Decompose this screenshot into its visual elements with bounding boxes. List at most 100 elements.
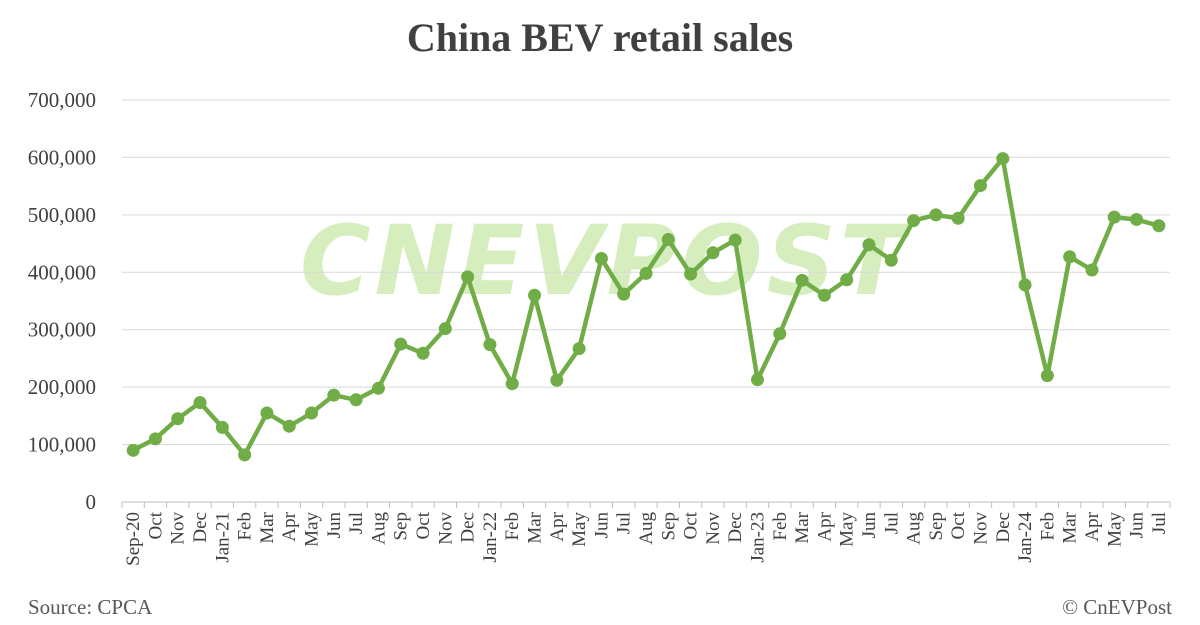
y-tick-label: 0 [86,490,97,514]
x-tick-label: Jun [859,512,880,539]
x-tick-label: Feb [1037,512,1058,541]
data-point [973,179,987,193]
chart-title: China BEV retail sales [406,15,794,60]
x-tick-label: Sep [658,512,679,541]
x-tick-label: Dec [458,512,479,543]
data-point [394,337,408,351]
data-point [1152,219,1166,233]
x-tick-label: Aug [368,512,389,545]
data-point [617,287,631,301]
x-tick-label: Oct [145,511,166,539]
data-point [884,253,898,267]
x-tick-label: Mar [1060,511,1081,543]
data-point [438,322,452,336]
x-tick-label: Aug [636,512,657,545]
data-point [349,393,363,407]
x-tick-label: Apr [279,511,300,541]
data-point [728,233,742,247]
x-tick-label: Mar [792,511,813,543]
data-point [483,338,497,352]
data-point [817,288,831,302]
x-tick-label: May [302,512,323,547]
data-point [1107,210,1121,224]
data-point [840,273,854,287]
data-point [706,246,720,260]
data-point [528,288,542,302]
data-point [572,342,586,356]
data-point [594,252,608,266]
x-tick-label: Jan-24 [1015,512,1036,563]
y-tick-label: 200,000 [28,375,96,399]
x-tick-label: Oct [413,511,434,539]
x-tick-label: Jul [881,512,902,534]
data-point [1018,278,1032,292]
x-tick-label: Dec [725,512,746,543]
x-tick-label: Dec [993,512,1014,543]
x-tick-label: Nov [168,512,189,545]
source-note: Source: CPCA [28,595,153,619]
x-tick-label: Jan-23 [747,512,768,563]
data-point [1130,212,1144,226]
data-point [773,327,787,341]
y-tick-label: 400,000 [28,260,96,284]
y-tick-label: 100,000 [28,433,96,457]
x-tick-label: May [837,512,858,547]
series-line [132,156,1160,458]
data-point [795,273,809,287]
data-point [461,270,475,284]
x-tick-label: Jun [591,512,612,539]
x-tick-label: Jun [324,512,345,539]
x-tick-label: Apr [547,511,568,541]
data-point [171,412,185,426]
y-tick-label: 500,000 [28,203,96,227]
data-point [951,211,965,225]
x-tick-label: Aug [904,512,925,545]
x-tick-label: Jun [1127,512,1148,539]
data-point [750,373,764,387]
y-tick-label: 600,000 [28,145,96,169]
x-tick-label: Jul [614,512,635,534]
x-tick-label: Dec [190,512,211,543]
y-tick-label: 300,000 [28,318,96,342]
x-tick-label: Nov [703,512,724,545]
data-point [416,346,430,360]
x-tick-label: Jan-21 [212,512,233,563]
x-tick-label: Mar [525,511,546,543]
x-tick-label: Apr [814,511,835,541]
x-tick-label: Sep-20 [123,512,144,566]
data-point [260,406,274,420]
data-point [1040,369,1054,383]
x-tick-label: Feb [235,512,256,541]
x-tick-label: Mar [257,511,278,543]
data-point [215,420,229,434]
x-tick-label: Sep [391,512,412,541]
x-tick-label: Jan-22 [480,512,501,563]
x-tick-label: Oct [948,511,969,539]
data-point [238,448,252,462]
data-point [550,373,564,387]
x-tick-label: Apr [1082,511,1103,541]
x-tick-label: Oct [681,511,702,539]
data-point [639,266,653,280]
x-tick-label: Sep [926,512,947,541]
data-point [996,152,1010,166]
data-point [1085,263,1099,277]
data-point [684,267,698,281]
data-point [327,388,341,402]
data-point [282,419,296,433]
data-point [929,208,943,222]
x-tick-label: May [1104,512,1125,547]
data-point [907,214,921,228]
data-point [1063,250,1077,264]
x-tick-label: Feb [770,512,791,541]
data-point [148,432,162,446]
x-tick-label: Feb [502,512,523,541]
x-tick-label: Jul [1149,512,1170,534]
data-point [193,396,207,410]
x-tick-label: Nov [435,512,456,545]
y-tick-label: 700,000 [28,88,96,112]
data-point [126,443,140,457]
data-point [505,377,519,391]
